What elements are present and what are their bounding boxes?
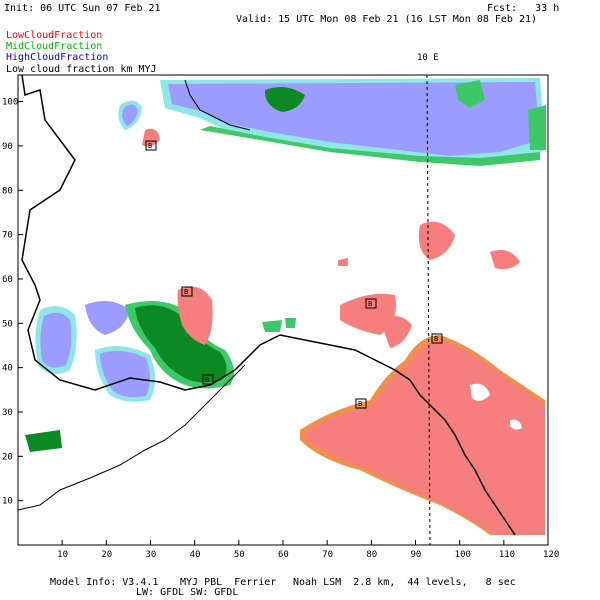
coastline: [21, 74, 516, 536]
y-tick-label: 60: [2, 275, 13, 285]
x-tick-label: 70: [322, 550, 333, 560]
x-tick-label: 60: [278, 550, 289, 560]
model-info-label: Model Info: V3.4.1: [50, 577, 159, 588]
y-tick-label: 40: [2, 364, 13, 374]
meridian-10e: [426, 74, 431, 546]
station-marker: B: [184, 288, 188, 296]
x-tick-label: 50: [234, 550, 245, 560]
y-tick-label: 100: [2, 98, 18, 108]
y-tick-label: 30: [2, 408, 13, 418]
x-tick-label: 40: [190, 550, 201, 560]
station-marker: B: [368, 300, 372, 308]
y-tick-label: 10: [2, 497, 13, 507]
low-cloud-east-large: [300, 335, 545, 535]
init-time-label: Init: 06 UTC Sun 07 Feb 21: [4, 3, 161, 14]
x-tick-label: 30: [146, 550, 157, 560]
border-line-south: [17, 364, 246, 511]
legend-mid-cloud: MidCloudFraction: [6, 41, 103, 52]
y-tick-label: 90: [2, 142, 13, 152]
mid-cloud-central: [125, 301, 296, 389]
y-tick-label: 20: [2, 452, 13, 462]
meridian-label: 10 E: [417, 53, 439, 63]
pbl-info-label: MYJ PBL Ferrier: [180, 577, 277, 588]
station-marker: B: [358, 400, 362, 408]
mid-cloud-southwest: [25, 430, 62, 452]
y-tick-label: 50: [2, 319, 13, 329]
radiation-info-label: LW: GFDL SW: GFDL: [136, 587, 239, 598]
low-cloud-central-patch: [177, 286, 213, 345]
x-tick-label: 80: [366, 550, 377, 560]
x-tick-label: 120: [543, 550, 559, 560]
legend-high-cloud: HighCloudFraction: [6, 52, 109, 63]
legend-low-cloud: LowCloudFraction: [6, 30, 103, 41]
station-marker: B: [205, 376, 209, 384]
x-tick-label: 100: [455, 550, 471, 560]
station-marker: B: [434, 335, 438, 343]
station-markers: B B B B B B: [145, 140, 443, 409]
valid-time-label: Valid: 15 UTC Mon 08 Feb 21 (16 LST Mon …: [236, 14, 538, 25]
high-cloud-west: [35, 301, 155, 402]
y-tick-label: 70: [2, 231, 13, 241]
x-tick-label: 20: [101, 550, 112, 560]
legend-overlay-text: Low cloud fraction km MYJ: [6, 64, 157, 75]
high-cloud-band-north: [160, 78, 546, 166]
x-axis-ticks: 10 20 30 40 50 60 70 80 90 100 110 120: [57, 540, 559, 560]
station-marker: B: [148, 142, 152, 150]
x-tick-label: 10: [57, 550, 68, 560]
high-cloud-small-nw: [118, 100, 142, 130]
border-line-north: [184, 79, 251, 131]
forecast-hour-label: Fcst: 33 h: [487, 3, 560, 14]
x-tick-label: 110: [499, 550, 515, 560]
x-tick-label: 90: [411, 550, 422, 560]
lsm-info-label: Noah LSM 2.8 km, 44 levels, 8 sec: [293, 577, 516, 588]
y-axis-ticks: 100 90 80 70 60 50 40 30 20 10: [2, 98, 23, 507]
y-tick-label: 80: [2, 186, 13, 196]
